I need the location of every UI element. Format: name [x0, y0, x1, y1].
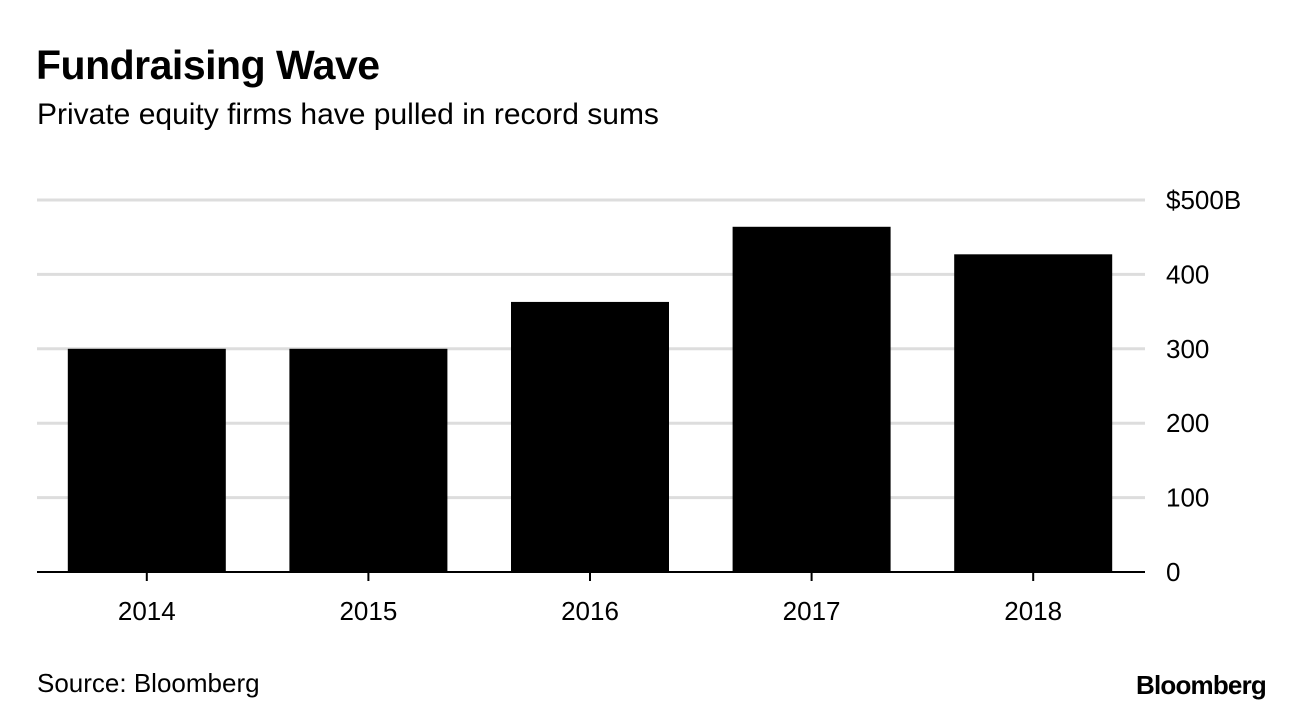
x-tick-label: 2018 — [1004, 596, 1062, 626]
bar-2017 — [732, 226, 891, 572]
source-note: Source: Bloomberg — [37, 668, 260, 698]
y-tick-label: 300 — [1166, 334, 1209, 364]
chart-subtitle: Private equity firms have pulled in reco… — [37, 98, 659, 131]
bar-2018 — [954, 254, 1113, 572]
chart-title: Fundraising Wave — [36, 42, 380, 88]
y-tick-label: 0 — [1166, 557, 1180, 587]
y-axis-tick-labels: 0 100 200 300 400 $500B — [1166, 185, 1241, 587]
bloomberg-logo: Bloomberg — [1135, 670, 1267, 700]
x-tick-label: 2015 — [339, 596, 397, 626]
y-tick-label: 100 — [1166, 483, 1209, 513]
bars — [67, 226, 1113, 572]
x-tick-label: 2017 — [783, 596, 841, 626]
y-tick-label: 200 — [1166, 408, 1209, 438]
x-axis-tick-labels: 2014 2015 2016 2017 2018 — [118, 596, 1062, 626]
x-tick-label: 2014 — [118, 596, 176, 626]
bar-2014 — [67, 348, 226, 572]
x-axis — [37, 571, 1145, 581]
x-tick-label: 2016 — [561, 596, 619, 626]
y-tick-label: $500B — [1166, 185, 1241, 215]
bar-2016 — [511, 301, 669, 572]
bar-2015 — [289, 348, 448, 572]
y-tick-label: 400 — [1166, 259, 1209, 289]
